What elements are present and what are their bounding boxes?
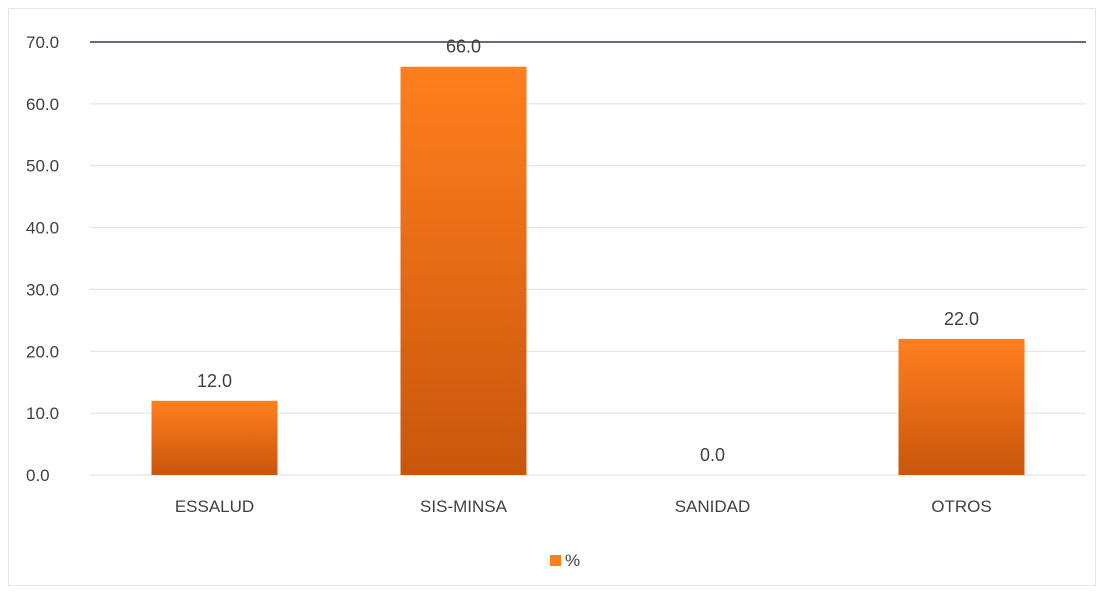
labels: 0.0 10.0 20.0 30.0 40.0 50.0 60.0 70.0 12.0 ESSAL…	[26, 33, 992, 516]
legend-label: %	[565, 551, 580, 570]
y-tick-label: 50.0	[26, 157, 59, 176]
y-tick-label: 40.0	[26, 219, 59, 238]
data-label: 22.0	[944, 309, 979, 329]
data-label: 0.0	[700, 445, 725, 465]
bar-otros	[898, 338, 1025, 475]
legend-swatch	[550, 555, 561, 566]
y-tick-label: 70.0	[26, 33, 59, 52]
y-tick-label: 60.0	[26, 95, 59, 114]
legend: %	[550, 551, 580, 570]
y-tick-label: 20.0	[26, 342, 59, 361]
x-category-label: SANIDAD	[675, 497, 751, 516]
y-tick-label: 10.0	[26, 404, 59, 423]
x-category-label: ESSALUD	[175, 497, 254, 516]
x-category-label: OTROS	[931, 497, 991, 516]
bar-essalud	[151, 400, 278, 475]
bars	[151, 66, 1025, 475]
data-label: 12.0	[197, 371, 232, 391]
bar-sis-minsa	[400, 66, 527, 475]
y-tick-label: 0.0	[26, 466, 50, 485]
x-category-label: SIS-MINSA	[420, 497, 508, 516]
data-label: 66.0	[446, 37, 481, 57]
y-tick-label: 30.0	[26, 280, 59, 299]
